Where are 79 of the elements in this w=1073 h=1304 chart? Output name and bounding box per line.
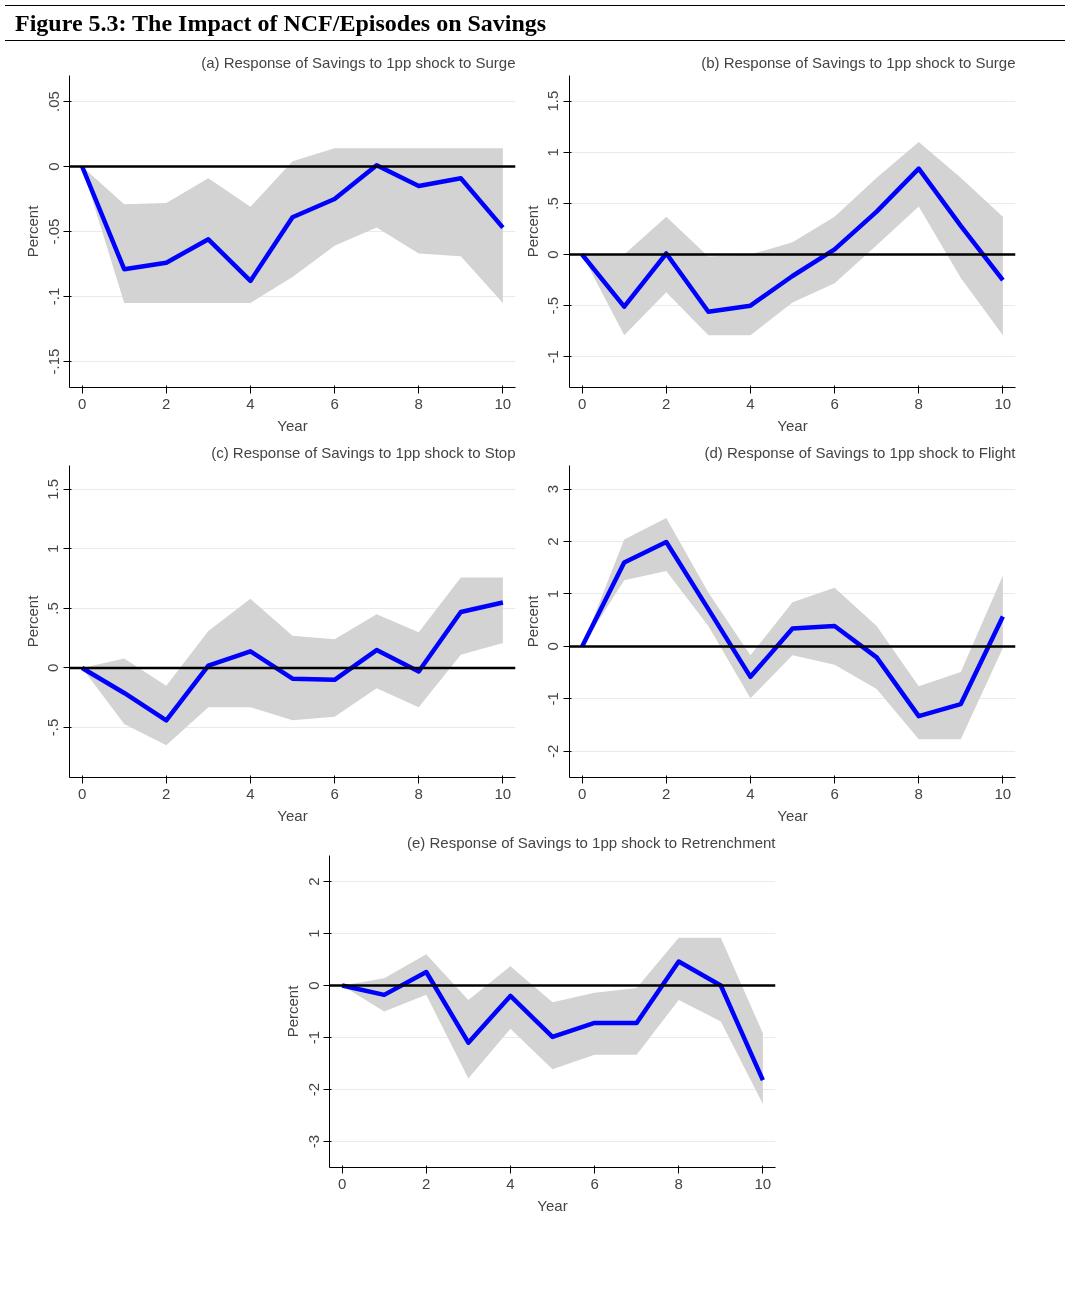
y-axis-title: Percent	[23, 595, 41, 648]
x-tick-label: 8	[914, 394, 923, 412]
x-tick-label: 2	[422, 1174, 431, 1192]
x-tick-label: 2	[162, 394, 171, 412]
y-tick-label: 3	[544, 485, 562, 494]
y-tick-label: .05	[44, 91, 62, 113]
x-tick-label: 8	[914, 784, 923, 802]
y-tick-label: 1.5	[544, 90, 562, 112]
x-tick-label: 10	[494, 784, 512, 802]
y-axis-title: Percent	[523, 205, 541, 258]
x-tick-label: 0	[77, 784, 87, 802]
x-tick-label: 4	[746, 784, 755, 802]
chart-title: (a) Response of Savings to 1pp shock to Surge	[201, 53, 516, 71]
line-series	[339, 959, 766, 1083]
y-tick-label: 0	[44, 162, 62, 171]
y-tick-label: -3	[304, 1135, 322, 1149]
x-tick-label: 6	[590, 1174, 599, 1192]
y-tick-label: -.05	[44, 218, 62, 245]
line-series	[579, 166, 1006, 315]
y-tick-label: 2	[544, 537, 562, 546]
x-tick-label: 6	[830, 394, 839, 412]
x-tick-label: 2	[662, 394, 671, 412]
x-tick-label: 6	[330, 784, 339, 802]
x-tick-label: 8	[414, 784, 423, 802]
chart-title: (d) Response of Savings to 1pp shock to Flight	[704, 443, 1017, 461]
x-tick-label: 10	[994, 784, 1012, 802]
x-axis-title: Year	[277, 416, 308, 434]
y-tick-label: 1.5	[44, 479, 62, 501]
x-tick-label: 2	[162, 784, 171, 802]
x-tick-label: 10	[754, 1174, 772, 1192]
y-axis-title: Percent	[283, 985, 301, 1038]
x-tick-label: 4	[246, 394, 255, 412]
x-axis-title: Year	[277, 806, 308, 824]
y-tick-label: 0	[44, 664, 62, 673]
x-tick-label: 6	[330, 394, 339, 412]
y-tick-label: -.5	[544, 297, 562, 315]
y-tick-label: -.1	[44, 288, 62, 306]
x-tick-label: 6	[830, 784, 839, 802]
y-tick-label: 0	[304, 981, 322, 990]
y-tick-label: 0	[544, 250, 562, 259]
y-axis-title: Percent	[23, 205, 41, 258]
x-axis-title: Year	[777, 416, 808, 434]
line-series	[79, 163, 506, 284]
x-tick-label: 0	[577, 784, 587, 802]
line-series	[579, 540, 1006, 719]
x-tick-label: 2	[662, 784, 671, 802]
x-tick-label: 10	[494, 394, 512, 412]
x-tick-label: 0	[337, 1174, 347, 1192]
y-tick-label: .5	[544, 197, 562, 210]
y-tick-label: .5	[44, 602, 62, 615]
y-tick-label: 1	[544, 148, 562, 157]
y-tick-label: 2	[304, 877, 322, 886]
y-tick-label: 1	[304, 929, 322, 938]
x-tick-label: 4	[746, 394, 755, 412]
y-tick-label: -1	[544, 692, 562, 706]
y-axis-title: Percent	[523, 595, 541, 648]
y-tick-label: -1	[304, 1031, 322, 1045]
caption: Figure 5.3: The Impact of NCF/Episodes on Savings	[15, 9, 547, 38]
x-axis-title: Year	[537, 1196, 568, 1214]
x-tick-label: 0	[577, 394, 587, 412]
chart-title: (b) Response of Savings to 1pp shock to Surge	[701, 53, 1016, 71]
chart-title: (e) Response of Savings to 1pp shock to Retrenchment	[406, 833, 777, 851]
chart-title: (c) Response of Savings to 1pp shock to Stop	[211, 443, 516, 461]
x-tick-label: 8	[674, 1174, 683, 1192]
line-series	[79, 600, 506, 723]
x-tick-label: 8	[414, 394, 423, 412]
y-tick-label: 1	[44, 544, 62, 554]
y-tick-label: 0	[544, 642, 562, 651]
x-tick-label: 4	[506, 1174, 515, 1192]
y-tick-label: -.15	[44, 348, 62, 375]
x-tick-label: 4	[246, 784, 255, 802]
x-tick-label: 10	[994, 394, 1012, 412]
y-tick-label: -.5	[44, 719, 62, 737]
y-tick-label: -1	[544, 350, 562, 364]
y-tick-label: 1	[544, 590, 562, 599]
y-tick-label: -2	[544, 744, 562, 759]
x-tick-label: 0	[77, 394, 87, 412]
x-axis-title: Year	[777, 806, 808, 824]
y-tick-label: -2	[304, 1083, 322, 1097]
